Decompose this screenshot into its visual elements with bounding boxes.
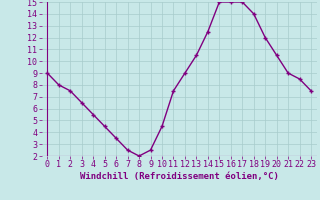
X-axis label: Windchill (Refroidissement éolien,°C): Windchill (Refroidissement éolien,°C) <box>80 172 279 181</box>
